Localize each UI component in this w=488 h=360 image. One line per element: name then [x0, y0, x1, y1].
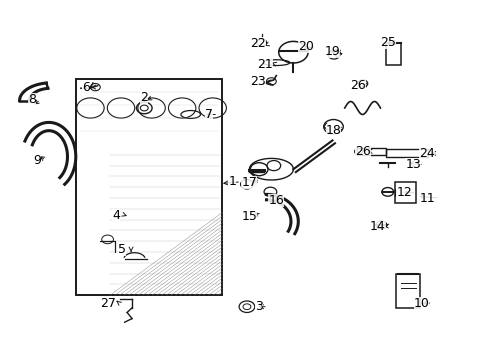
- Text: 15: 15: [241, 210, 257, 223]
- Text: 19: 19: [324, 45, 340, 58]
- Bar: [395, 274, 419, 308]
- Text: 27: 27: [101, 297, 116, 310]
- Text: 23: 23: [250, 75, 265, 88]
- Text: 2: 2: [140, 91, 148, 104]
- Text: 12: 12: [396, 186, 412, 199]
- Text: 18: 18: [325, 124, 341, 137]
- Text: 21: 21: [257, 58, 272, 71]
- Text: 10: 10: [413, 297, 428, 310]
- Text: 7: 7: [205, 108, 213, 121]
- Text: 8: 8: [28, 93, 36, 106]
- Text: 11: 11: [419, 192, 435, 204]
- Bar: [386, 149, 427, 157]
- Text: 26: 26: [349, 79, 365, 92]
- Text: 9: 9: [33, 154, 41, 167]
- Text: 16: 16: [268, 194, 284, 207]
- Bar: [386, 43, 400, 65]
- Text: 1: 1: [228, 175, 236, 188]
- Text: 26: 26: [354, 145, 370, 158]
- Text: 4: 4: [112, 209, 120, 222]
- Text: 25: 25: [379, 36, 395, 49]
- Text: 13: 13: [405, 158, 420, 171]
- Text: 17: 17: [241, 176, 257, 189]
- Text: 3: 3: [255, 300, 263, 313]
- Text: 24: 24: [418, 147, 434, 160]
- Text: 14: 14: [369, 220, 385, 233]
- Text: 6: 6: [81, 81, 89, 94]
- Text: 22: 22: [250, 37, 265, 50]
- Bar: [356, 148, 386, 155]
- Text: 20: 20: [297, 40, 313, 53]
- Text: 5: 5: [118, 243, 126, 256]
- Bar: [76, 79, 222, 295]
- Bar: [394, 182, 415, 203]
